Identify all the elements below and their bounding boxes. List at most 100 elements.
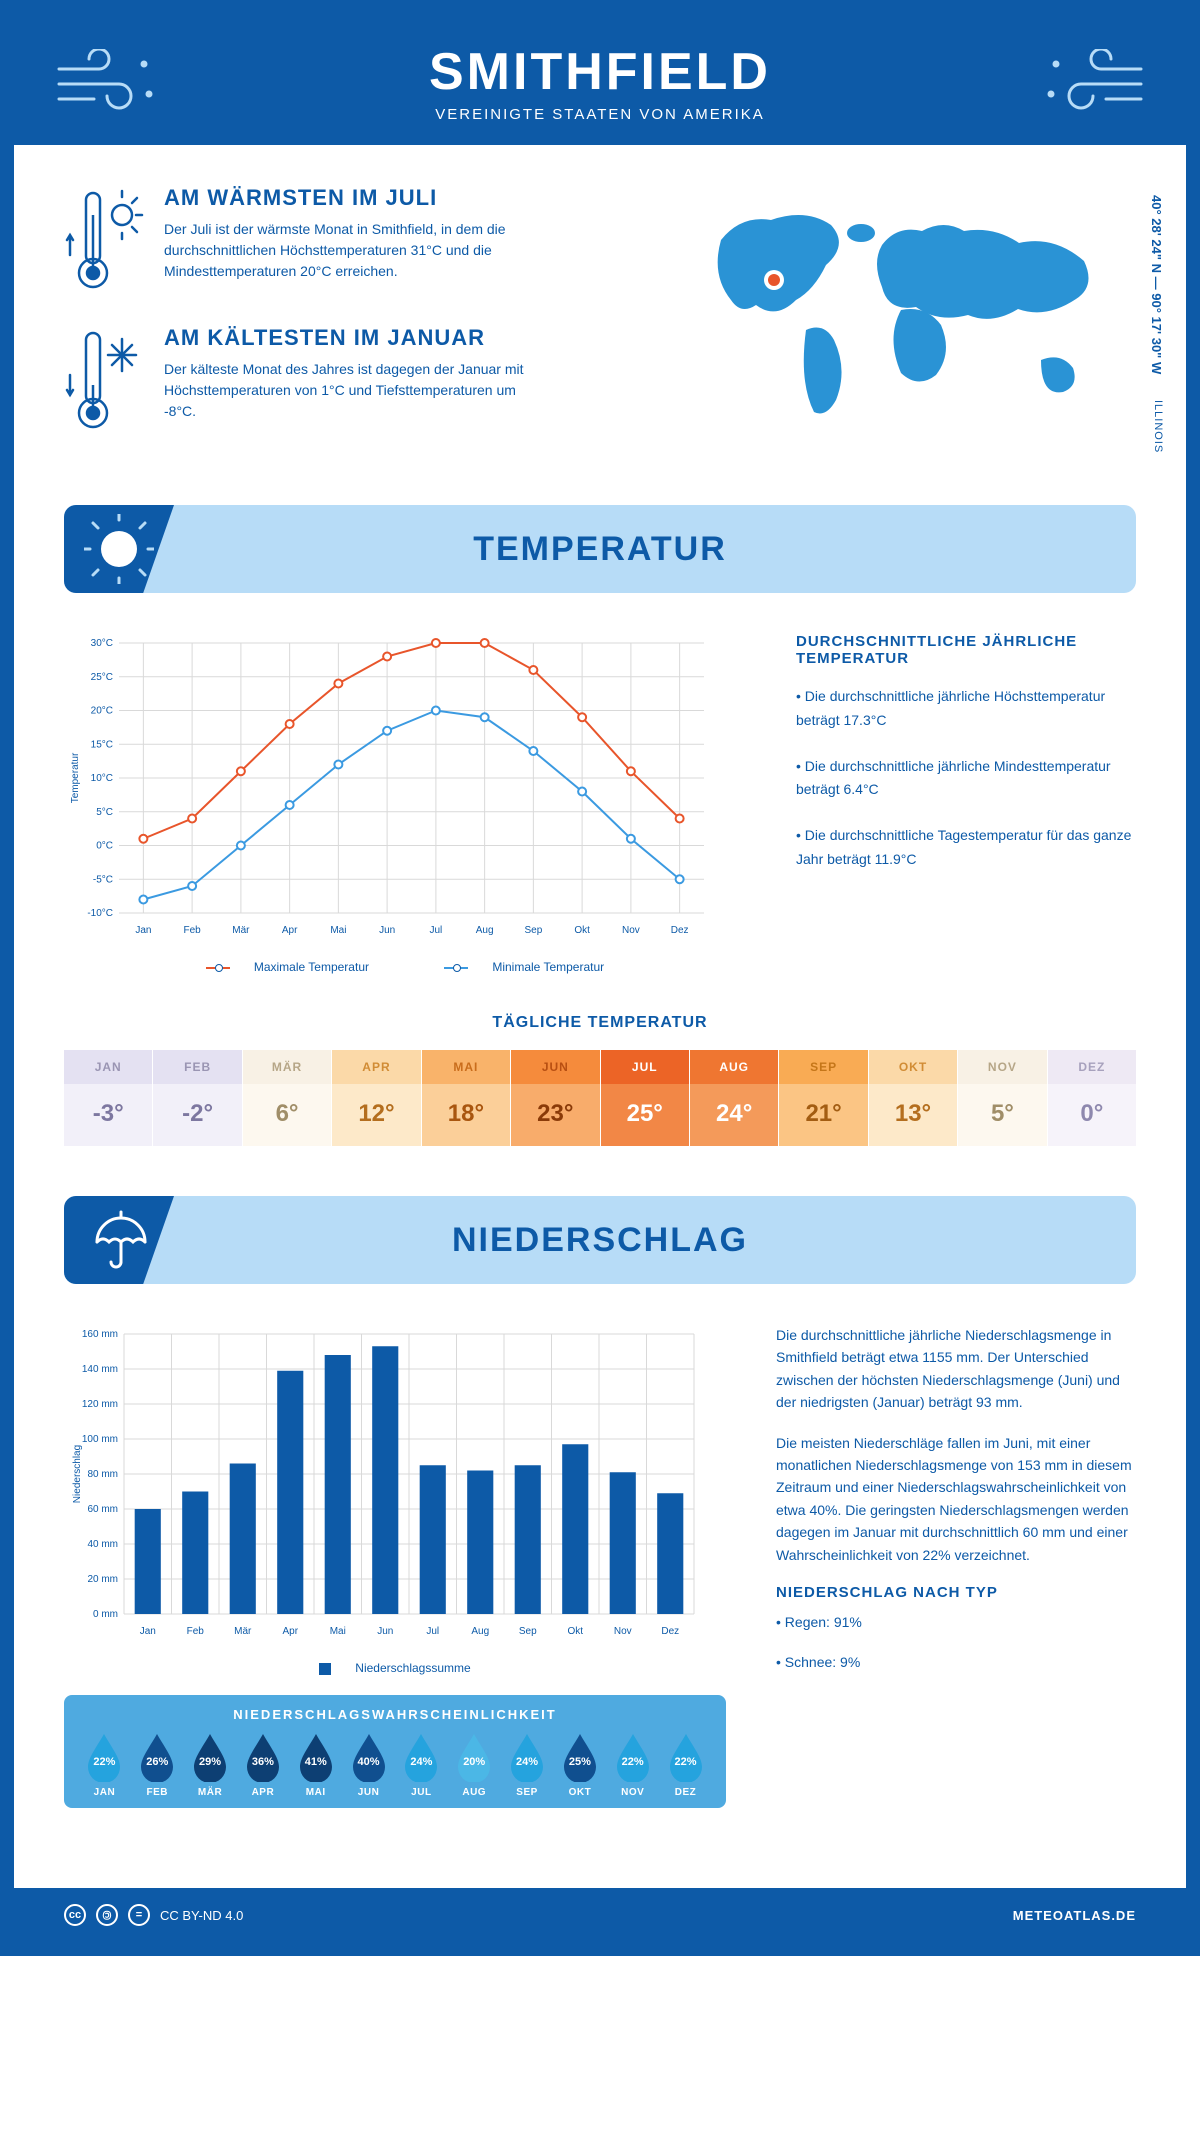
svg-text:Jun: Jun bbox=[377, 1626, 393, 1637]
prob-drop: 20% AUG bbox=[448, 1732, 501, 1798]
cc-icon: cc bbox=[64, 1904, 86, 1926]
svg-text:80 mm: 80 mm bbox=[87, 1469, 118, 1480]
by-icon: 🄯 bbox=[96, 1904, 118, 1926]
coordinates: 40° 28' 24" N — 90° 17' 30" W bbox=[1149, 195, 1164, 374]
svg-text:Mär: Mär bbox=[232, 925, 250, 936]
svg-text:0 mm: 0 mm bbox=[93, 1609, 118, 1620]
prob-drop: 25% OKT bbox=[553, 1732, 606, 1798]
svg-text:-10°C: -10°C bbox=[87, 908, 113, 919]
prob-drop: 24% SEP bbox=[501, 1732, 554, 1798]
prob-drop: 36% APR bbox=[236, 1732, 289, 1798]
wind-icon bbox=[54, 49, 164, 119]
svg-text:Temperatur: Temperatur bbox=[70, 752, 81, 803]
svg-text:Jul: Jul bbox=[429, 925, 442, 936]
temp-stats: DURCHSCHNITTLICHE JÄHRLICHE TEMPERATUR •… bbox=[796, 633, 1136, 974]
svg-text:120 mm: 120 mm bbox=[82, 1399, 118, 1410]
coldest-text: Der kälteste Monat des Jahres ist dagege… bbox=[164, 359, 524, 422]
temp-cell: APR 12° bbox=[332, 1050, 421, 1146]
svg-text:20°C: 20°C bbox=[91, 706, 113, 717]
license: cc 🄯 = CC BY-ND 4.0 bbox=[64, 1904, 243, 1926]
page-frame: SMITHFIELD VEREINIGTE STAATEN VON AMERIK… bbox=[0, 0, 1200, 1956]
warmest-block: AM WÄRMSTEN IM JULI Der Juli ist der wär… bbox=[64, 185, 656, 295]
temp-legend: Maximale Temperatur Minimale Temperatur bbox=[64, 960, 746, 974]
temp-cell: FEB -2° bbox=[153, 1050, 242, 1146]
temp-cell: AUG 24° bbox=[690, 1050, 779, 1146]
svg-text:Jul: Jul bbox=[426, 1626, 439, 1637]
svg-text:Feb: Feb bbox=[187, 1626, 205, 1637]
svg-text:-5°C: -5°C bbox=[93, 874, 113, 885]
svg-text:Dez: Dez bbox=[671, 925, 689, 936]
header: SMITHFIELD VEREINIGTE STAATEN VON AMERIK… bbox=[14, 14, 1186, 145]
svg-text:40 mm: 40 mm bbox=[87, 1539, 118, 1550]
svg-text:25°C: 25°C bbox=[91, 672, 113, 683]
daily-temp-title: TÄGLICHE TEMPERATUR bbox=[64, 1014, 1136, 1032]
svg-text:Nov: Nov bbox=[622, 925, 640, 936]
svg-text:15°C: 15°C bbox=[91, 739, 113, 750]
precipitation-bar-chart: 0 mm20 mm40 mm60 mm80 mm100 mm120 mm140 … bbox=[64, 1324, 704, 1644]
temp-cell: MAI 18° bbox=[422, 1050, 511, 1146]
temperature-line-chart: -10°C-5°C0°C5°C10°C15°C20°C25°C30°CJanFe… bbox=[64, 633, 714, 943]
svg-text:Okt: Okt bbox=[567, 1626, 583, 1637]
precip-text: Die durchschnittliche jährliche Niedersc… bbox=[776, 1324, 1136, 1808]
svg-text:Jun: Jun bbox=[379, 925, 395, 936]
prob-drop: 24% JUL bbox=[395, 1732, 448, 1798]
coldest-title: AM KÄLTESTEN IM JANUAR bbox=[164, 325, 524, 351]
prob-drop: 26% FEB bbox=[131, 1732, 184, 1798]
svg-text:Aug: Aug bbox=[471, 1626, 489, 1637]
temp-stats-title: DURCHSCHNITTLICHE JÄHRLICHE TEMPERATUR bbox=[796, 633, 1136, 667]
svg-text:Dez: Dez bbox=[661, 1626, 679, 1637]
svg-text:Apr: Apr bbox=[282, 1626, 298, 1637]
precip-probability-box: NIEDERSCHLAGSWAHRSCHEINLICHKEIT 22% JAN … bbox=[64, 1695, 726, 1808]
wind-icon bbox=[1036, 49, 1146, 119]
daily-temp-table: JAN -3° FEB -2° MÄR 6° APR 12° MAI 18° J… bbox=[64, 1050, 1136, 1146]
prob-drop: 22% DEZ bbox=[659, 1732, 712, 1798]
svg-text:140 mm: 140 mm bbox=[82, 1364, 118, 1375]
temp-cell: JUN 23° bbox=[511, 1050, 600, 1146]
prob-drop: 40% JUN bbox=[342, 1732, 395, 1798]
temperature-banner: TEMPERATUR bbox=[64, 505, 1136, 593]
svg-text:Aug: Aug bbox=[476, 925, 494, 936]
precip-banner: NIEDERSCHLAG bbox=[64, 1196, 1136, 1284]
city-title: SMITHFIELD bbox=[14, 42, 1186, 102]
region-label: ILLINOIS bbox=[1152, 400, 1164, 453]
prob-title: NIEDERSCHLAGSWAHRSCHEINLICHKEIT bbox=[78, 1707, 712, 1722]
svg-text:Nov: Nov bbox=[614, 1626, 632, 1637]
sun-icon bbox=[84, 514, 154, 584]
precip-legend: Niederschlagssumme bbox=[64, 1661, 726, 1675]
world-map: 40° 28' 24" N — 90° 17' 30" W ILLINOIS bbox=[696, 185, 1136, 465]
svg-text:Mai: Mai bbox=[330, 1626, 346, 1637]
temp-cell: OKT 13° bbox=[869, 1050, 958, 1146]
temp-cell: SEP 21° bbox=[779, 1050, 868, 1146]
svg-text:30°C: 30°C bbox=[91, 638, 113, 649]
site-name: METEOATLAS.DE bbox=[1013, 1908, 1136, 1923]
thermometer-cold-icon bbox=[64, 325, 144, 435]
svg-text:Mai: Mai bbox=[330, 925, 346, 936]
warmest-text: Der Juli ist der wärmste Monat in Smithf… bbox=[164, 219, 524, 282]
svg-text:10°C: 10°C bbox=[91, 773, 113, 784]
intro-section: AM WÄRMSTEN IM JULI Der Juli ist der wär… bbox=[64, 185, 1136, 465]
temp-cell: JUL 25° bbox=[601, 1050, 690, 1146]
svg-text:Jan: Jan bbox=[140, 1626, 156, 1637]
svg-text:Apr: Apr bbox=[282, 925, 298, 936]
svg-text:0°C: 0°C bbox=[96, 841, 113, 852]
nd-icon: = bbox=[128, 1904, 150, 1926]
country-subtitle: VEREINIGTE STAATEN VON AMERIKA bbox=[14, 106, 1186, 123]
svg-text:20 mm: 20 mm bbox=[87, 1574, 118, 1585]
svg-text:Sep: Sep bbox=[519, 1626, 537, 1637]
svg-text:Okt: Okt bbox=[574, 925, 590, 936]
temp-cell: JAN -3° bbox=[64, 1050, 153, 1146]
thermometer-hot-icon bbox=[64, 185, 144, 295]
prob-drop: 29% MÄR bbox=[184, 1732, 237, 1798]
temp-cell: MÄR 6° bbox=[243, 1050, 332, 1146]
warmest-title: AM WÄRMSTEN IM JULI bbox=[164, 185, 524, 211]
prob-drop: 41% MAI bbox=[289, 1732, 342, 1798]
svg-text:Sep: Sep bbox=[524, 925, 542, 936]
prob-drop: 22% NOV bbox=[606, 1732, 659, 1798]
content: AM WÄRMSTEN IM JULI Der Juli ist der wär… bbox=[14, 145, 1186, 1848]
svg-text:Mär: Mär bbox=[234, 1626, 252, 1637]
svg-text:Jan: Jan bbox=[135, 925, 151, 936]
umbrella-icon bbox=[87, 1208, 151, 1272]
svg-text:Niederschlag: Niederschlag bbox=[72, 1445, 83, 1503]
precip-type-title: NIEDERSCHLAG NACH TYP bbox=[776, 1584, 1136, 1601]
svg-text:5°C: 5°C bbox=[96, 807, 113, 818]
